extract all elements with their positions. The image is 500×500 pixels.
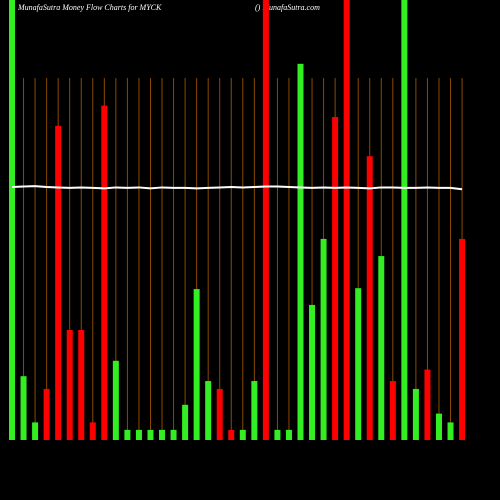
bar: [147, 429, 154, 440]
bar: [332, 117, 339, 440]
bar: [32, 422, 39, 440]
bar: [401, 0, 408, 440]
bar: [66, 330, 73, 440]
bar: [424, 369, 431, 440]
bar: [9, 0, 15, 440]
bar: [170, 429, 177, 440]
bar: [355, 288, 362, 440]
bar: [20, 376, 27, 440]
bar: [435, 413, 442, 440]
bar: [297, 63, 304, 441]
bar: [124, 429, 131, 440]
chart-subtitle: () MunafaSutra.com: [255, 3, 320, 12]
bar: [55, 125, 62, 440]
bar: [285, 429, 292, 440]
bar: [112, 360, 119, 440]
bar: [389, 381, 396, 440]
bar: [447, 422, 454, 440]
bar: [216, 388, 223, 440]
bar: [262, 0, 269, 440]
chart-title: MunafaSutra Money Flow Charts for MYCK: [17, 3, 162, 12]
bar: [239, 429, 246, 440]
bar: [43, 388, 50, 440]
bar: [101, 105, 108, 440]
bar: [193, 289, 200, 440]
bar: [274, 429, 281, 440]
money-flow-line: [11, 185, 463, 191]
bar: [78, 330, 85, 440]
bar: [89, 422, 96, 440]
bar: [378, 256, 385, 440]
bar: [366, 156, 373, 440]
bar: [320, 238, 327, 440]
bar: [159, 429, 166, 440]
bar: [343, 0, 350, 440]
bar: [309, 304, 316, 440]
bar: [205, 381, 212, 440]
bar: [412, 388, 419, 440]
bar: [182, 404, 189, 440]
bar: [251, 381, 258, 440]
bar: [228, 429, 235, 440]
bar: [459, 238, 466, 440]
bar: [135, 429, 142, 440]
